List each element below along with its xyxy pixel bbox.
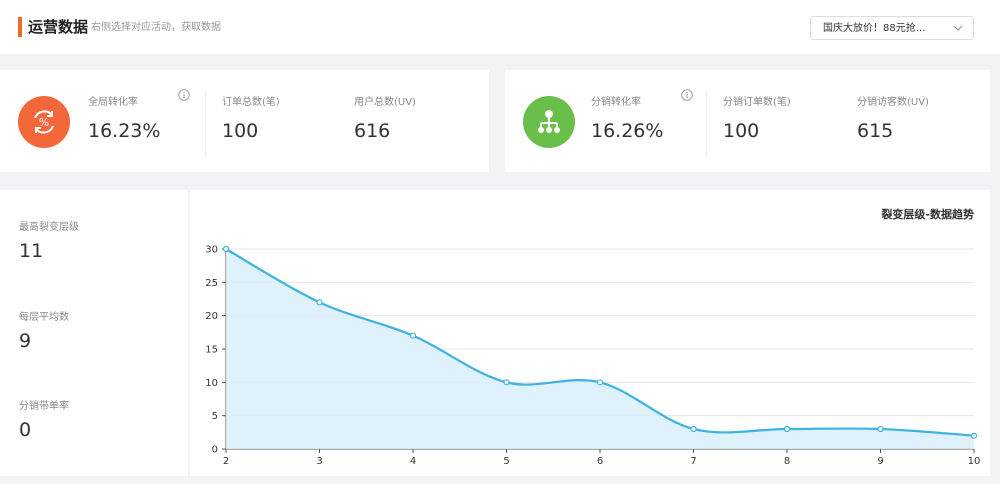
data-point (596, 379, 604, 386)
info-icon[interactable] (681, 89, 693, 101)
y-tick-label: 10 (205, 378, 218, 389)
data-point (783, 425, 791, 433)
svg-text:%: % (39, 116, 49, 129)
y-tick-label: 30 (205, 245, 218, 256)
data-point (222, 245, 230, 253)
max-level-value: 11 (19, 240, 44, 262)
x-tick-label: 8 (784, 456, 790, 467)
percent-cycle-icon: % (18, 96, 70, 148)
page-header: 运营数据 右侧选择对应活动，获取数据 国庆大放价！88元抢... (0, 0, 1000, 54)
x-tick-label: 7 (690, 456, 696, 467)
y-tick-label: 25 (205, 278, 218, 289)
y-tick-label: 0 (212, 445, 218, 456)
max-level-label: 最高裂变层级 (19, 222, 79, 233)
activity-select-value: 国庆大放价！88元抢... (823, 23, 926, 34)
global-conversion-value: 16.23% (88, 120, 161, 142)
orders-total-value: 100 (222, 120, 259, 142)
data-point (877, 425, 884, 433)
global-conversion-label: 全局转化率 (88, 97, 138, 108)
page-hint: 右侧选择对应活动，获取数据 (91, 22, 221, 33)
y-tick-label: 15 (205, 345, 218, 356)
chevron-down-icon (953, 25, 963, 31)
x-tick-label: 5 (503, 456, 509, 467)
data-point (409, 332, 417, 339)
x-tick-label: 3 (316, 456, 322, 467)
distribution-orders-label: 分销订单数(笔) (723, 97, 791, 108)
title-accent-bar (18, 17, 22, 37)
fission-trend-chart: 0 5 10 15 20 25 30 2 3 4 5 6 7 8 9 10 (205, 245, 981, 468)
hierarchy-icon (523, 96, 575, 148)
users-total-label: 用户总数(UV) (354, 97, 416, 108)
info-icon[interactable] (178, 89, 190, 101)
distribution-visitors-value: 615 (857, 120, 894, 142)
users-total-value: 616 (354, 120, 391, 142)
area-fill (226, 249, 974, 449)
avg-per-level-label: 每层平均数 (19, 312, 69, 323)
y-tick-label: 20 (205, 311, 218, 322)
activity-select[interactable]: 国庆大放价！88元抢... (810, 16, 974, 40)
distribution-conversion-value: 16.26% (591, 120, 664, 142)
chart-title: 裂变层级-数据趋势 (881, 208, 974, 221)
avg-per-level-value: 9 (19, 330, 32, 352)
distribution-visitors-label: 分销访客数(UV) (857, 97, 929, 108)
page-title: 运营数据 (28, 18, 89, 36)
x-tick-label: 9 (877, 456, 883, 467)
data-point (970, 432, 978, 439)
x-tick-label: 4 (410, 456, 416, 467)
data-point (316, 299, 323, 306)
x-tick-label: 2 (223, 456, 229, 467)
data-point (690, 425, 697, 433)
x-tick-label: 6 (597, 456, 603, 467)
data-point (503, 379, 510, 386)
distribution-stats-card: 分销转化率 16.26% 分销订单数(笔) 100 分销访客数(UV) 615 (505, 70, 990, 172)
stat-divider (706, 92, 707, 156)
distribution-rate-value: 0 (19, 419, 32, 441)
fission-stats-panel: 最高裂变层级 11 每层平均数 9 分销带单率 0 (0, 190, 188, 476)
distribution-orders-value: 100 (723, 120, 760, 142)
stat-divider (205, 92, 206, 156)
distribution-rate-label: 分销带单率 (19, 401, 69, 412)
orders-total-label: 订单总数(笔) (222, 97, 280, 108)
y-tick-label: 5 (212, 411, 218, 422)
x-tick-label: 10 (968, 456, 981, 467)
global-stats-card: % 全局转化率 16.23% 订单总数(笔) 100 用户总数(UV) 616 (0, 70, 489, 172)
distribution-conversion-label: 分销转化率 (591, 97, 641, 108)
